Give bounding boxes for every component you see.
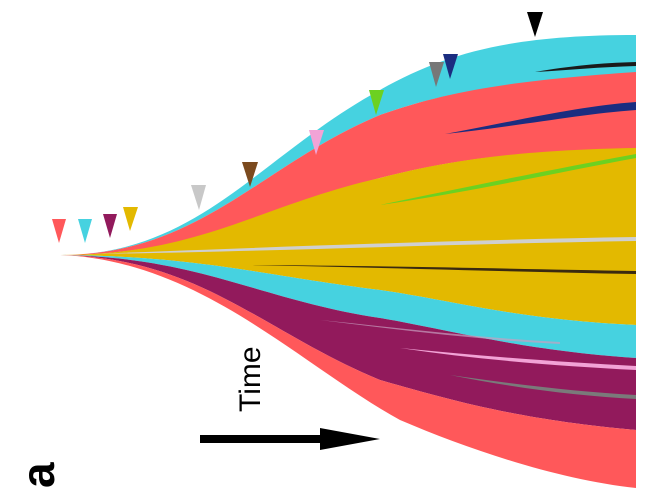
marker-red xyxy=(52,219,66,243)
marker-green xyxy=(369,90,384,115)
clone-band-cyan-top xyxy=(60,35,636,255)
time-label: Time xyxy=(234,346,267,412)
marker-black xyxy=(527,12,543,37)
clone-band-purple xyxy=(60,255,636,430)
clone-band-red-bottom xyxy=(60,255,636,488)
marker-silver xyxy=(191,185,206,210)
marker-pink xyxy=(309,130,324,155)
subclone-lavender-streak xyxy=(320,320,560,344)
marker-gray xyxy=(429,62,444,87)
subclone-brown-streak xyxy=(250,265,636,274)
subclone-green-streak xyxy=(380,154,636,205)
marker-navy xyxy=(443,54,458,79)
time-arrow-shaft xyxy=(200,435,324,443)
subclone-black-streak xyxy=(535,62,636,72)
panel-label: a xyxy=(12,462,64,488)
subclone-silver-streak xyxy=(90,237,636,254)
marker-purple xyxy=(103,214,117,238)
time-arrow-head xyxy=(320,428,380,450)
subclone-pink-streak xyxy=(400,348,636,370)
marker-yellow xyxy=(123,207,138,231)
subclone-gray-streak xyxy=(450,375,636,399)
clone-band-red-top xyxy=(60,72,636,255)
marker-brown xyxy=(242,162,258,187)
clone-band-yellow xyxy=(60,148,636,325)
marker-cyan xyxy=(78,219,92,243)
clone-band-cyan-bottom xyxy=(60,255,636,358)
subclone-navy-streak xyxy=(445,102,636,134)
